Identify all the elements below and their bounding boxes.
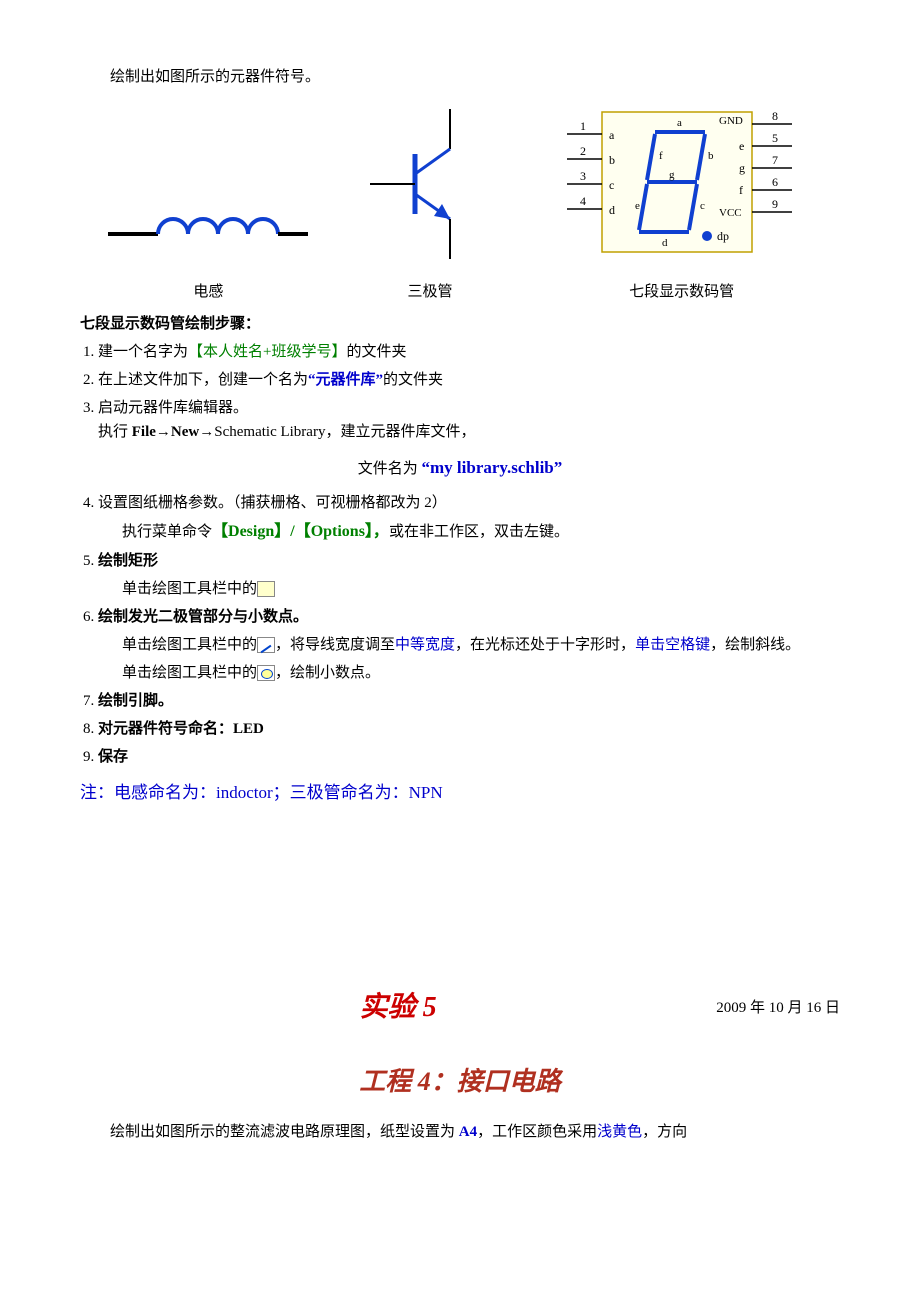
step8-text: 对元器件符号命名：LED (98, 721, 264, 737)
pin-num: 2 (580, 144, 586, 158)
pin-label: b (609, 153, 615, 167)
experiment-block: 2009 年 10 月 16 日 实验 5 工程 4：接口电路 绘制出如图所示的… (80, 986, 840, 1144)
pin-num: 1 (580, 119, 586, 133)
pin-label: GND (719, 115, 743, 127)
note-line: 注：电感命名为：indoctor；三极管命名为：NPN (80, 779, 840, 806)
step3-a: 启动元器件库编辑器。 (98, 400, 248, 416)
line-tool-icon (257, 637, 275, 653)
step6-sub2: 单击绘图工具栏中的 ，绘制小数点。 (122, 661, 840, 685)
sevenseg-block: 1 2 3 4 a b c d 8 5 7 6 9 GND e g f (547, 104, 817, 304)
steps-heading: 七段显示数码管绘制步骤： (80, 312, 840, 336)
step2-b: “元器件库” (308, 372, 383, 388)
step4b-b: 【Design】/【Options】， (212, 523, 389, 540)
pin-num: 5 (772, 131, 778, 145)
step4b-a: 执行菜单命令 (122, 524, 212, 540)
s6s1e: 单击空格键 (635, 637, 710, 653)
step4b-c: 或在非工作区，双击左键。 (389, 524, 569, 540)
step3-prefix: 执行 (98, 424, 132, 440)
step-7: 绘制引脚。 (98, 689, 840, 713)
inductor-caption: 电感 (103, 280, 313, 304)
step2-a: 在上述文件加下，创建一个名为 (98, 372, 308, 388)
pin-label: d (609, 203, 615, 217)
transistor-svg (360, 104, 500, 264)
experiment-date: 2009 年 10 月 16 日 (716, 996, 840, 1020)
seg-label: f (659, 150, 663, 162)
pin-label: e (739, 139, 744, 153)
seg-label: g (669, 169, 675, 181)
diagrams-row: 电感 三极管 (80, 104, 840, 304)
ellipse-tool-icon (257, 665, 275, 681)
exp-a: 绘制出如图所示的整流滤波电路原理图，纸型设置为 (110, 1124, 459, 1140)
step-5: 绘制矩形 单击绘图工具栏中的 (98, 549, 840, 601)
pin-label: a (609, 128, 615, 142)
steps-list-2: 设置图纸栅格参数。（捕获栅格、可视栅格都改为 2） 执行菜单命令【Design】… (80, 491, 840, 769)
file-label: 文件名为 (358, 461, 418, 477)
step-1: 建一个名字为【本人姓名+班级学号】的文件夹 (98, 340, 840, 364)
s6s1d: ，在光标还处于十字形时， (455, 637, 635, 653)
exp-e: ，方向 (642, 1124, 687, 1140)
step9-text: 保存 (98, 749, 128, 765)
step7-text: 绘制引脚。 (98, 693, 173, 709)
dp-label: dp (717, 229, 729, 243)
step1-a: 建一个名字为 (98, 344, 188, 360)
step-8: 对元器件符号命名：LED (98, 717, 840, 741)
s6s2b: ，绘制小数点。 (275, 665, 380, 681)
pin-num: 4 (580, 194, 586, 208)
step-6: 绘制发光二极管部分与小数点。 单击绘图工具栏中的 ，将导线宽度调至中等宽度，在光标… (98, 605, 840, 685)
file-name: “my library.schlib” (422, 458, 563, 477)
inductor-block: 电感 (103, 164, 313, 304)
step3-bold: File→New→ (132, 424, 214, 440)
step6-title: 绘制发光二极管部分与小数点。 (98, 609, 308, 625)
seg-label: e (635, 200, 640, 212)
step5-title: 绘制矩形 (98, 553, 158, 569)
step-2: 在上述文件加下，创建一个名为“元器件库”的文件夹 (98, 368, 840, 392)
step3-rest: Schematic Library，建立元器件库文件， (214, 424, 475, 440)
experiment-subtitle: 工程 4：接口电路 (80, 1061, 840, 1103)
pin-num: 8 (772, 109, 778, 123)
experiment-para: 绘制出如图所示的整流滤波电路原理图，纸型设置为 A4，工作区颜色采用浅黄色，方向 (80, 1120, 840, 1144)
step4-a: 设置图纸栅格参数。（捕获栅格、可视栅格都改为 2） (98, 495, 447, 511)
sevenseg-caption: 七段显示数码管 (547, 280, 817, 304)
step3-body: 执行 File→New→Schematic Library，建立元器件库文件， (98, 420, 840, 444)
step-4: 设置图纸栅格参数。（捕获栅格、可视栅格都改为 2） 执行菜单命令【Design】… (98, 491, 840, 545)
s6s2a: 单击绘图工具栏中的 (122, 665, 257, 681)
step6-sub1: 单击绘图工具栏中的 ，将导线宽度调至中等宽度，在光标还处于十字形时，单击空格键，绘… (122, 633, 840, 657)
pin-label: f (739, 183, 743, 197)
step1-c: 的文件夹 (346, 344, 406, 360)
pin-num: 6 (772, 175, 778, 189)
exp-c: ，工作区颜色采用 (477, 1124, 597, 1140)
intro-text: 绘制出如图所示的元器件符号。 (80, 65, 840, 89)
rect-tool-icon (257, 581, 275, 597)
sevenseg-svg: 1 2 3 4 a b c d 8 5 7 6 9 GND e g f (547, 104, 817, 264)
seg-label: a (677, 117, 682, 129)
s6s1f: ，绘制斜线。 (710, 637, 800, 653)
step5-sub: 单击绘图工具栏中的 (122, 577, 840, 601)
step4-sub: 执行菜单命令【Design】/【Options】，或在非工作区，双击左键。 (122, 519, 840, 545)
pin-num: 7 (772, 153, 778, 167)
pin-label: VCC (719, 207, 742, 219)
step-9: 保存 (98, 745, 840, 769)
steps-list: 建一个名字为【本人姓名+班级学号】的文件夹 在上述文件加下，创建一个名为“元器件… (80, 340, 840, 444)
pin-label: g (739, 161, 745, 175)
s6s1c: 中等宽度 (395, 637, 455, 653)
step1-b: 【本人姓名+班级学号】 (188, 344, 346, 360)
exp-d: 浅黄色 (597, 1124, 642, 1140)
transistor-caption: 三极管 (360, 280, 500, 304)
step2-c: 的文件夹 (383, 372, 443, 388)
step-3: 启动元器件库编辑器。 执行 File→New→Schematic Library… (98, 396, 840, 444)
s6s1a: 单击绘图工具栏中的 (122, 637, 257, 653)
seg-label: c (700, 200, 705, 212)
file-name-line: 文件名为 “my library.schlib” (80, 454, 840, 481)
s6s1b: ，将导线宽度调至 (275, 637, 395, 653)
seg-label: d (662, 237, 668, 249)
exp-b: A4 (459, 1124, 477, 1140)
transistor-block: 三极管 (360, 104, 500, 304)
seg-label: b (708, 150, 714, 162)
step5-text: 单击绘图工具栏中的 (122, 581, 257, 597)
pin-num: 3 (580, 169, 586, 183)
pin-label: c (609, 178, 614, 192)
inductor-svg (103, 164, 313, 264)
pin-num: 9 (772, 197, 778, 211)
